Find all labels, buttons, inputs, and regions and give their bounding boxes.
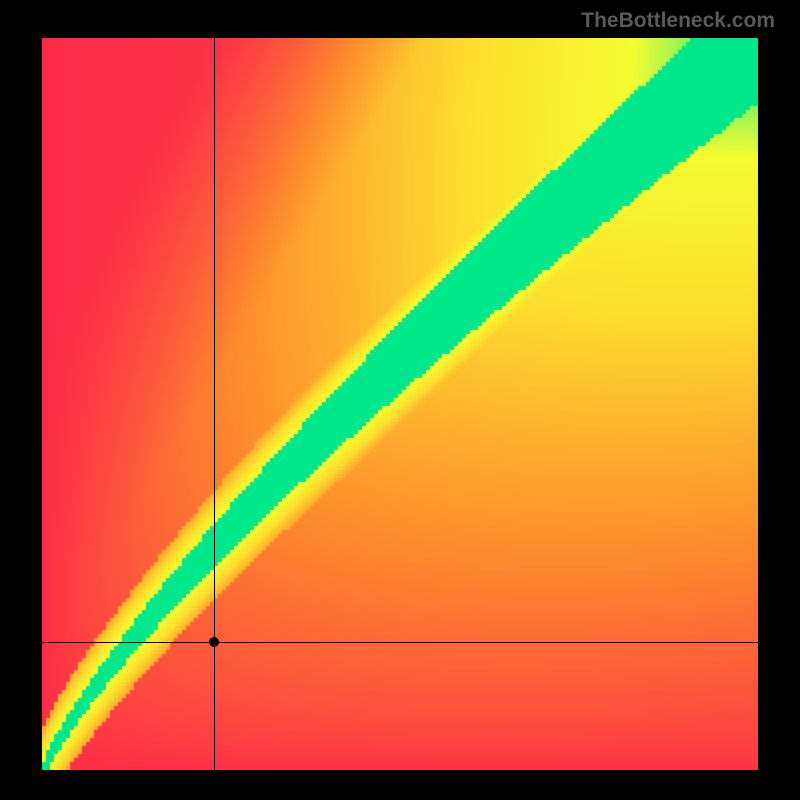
chart-container: TheBottleneck.com (0, 0, 800, 800)
crosshair-horizontal (42, 642, 758, 643)
attribution-text: TheBottleneck.com (581, 9, 775, 33)
bottleneck-heatmap (42, 38, 758, 770)
crosshair-marker (209, 637, 219, 647)
crosshair-vertical (214, 38, 215, 770)
